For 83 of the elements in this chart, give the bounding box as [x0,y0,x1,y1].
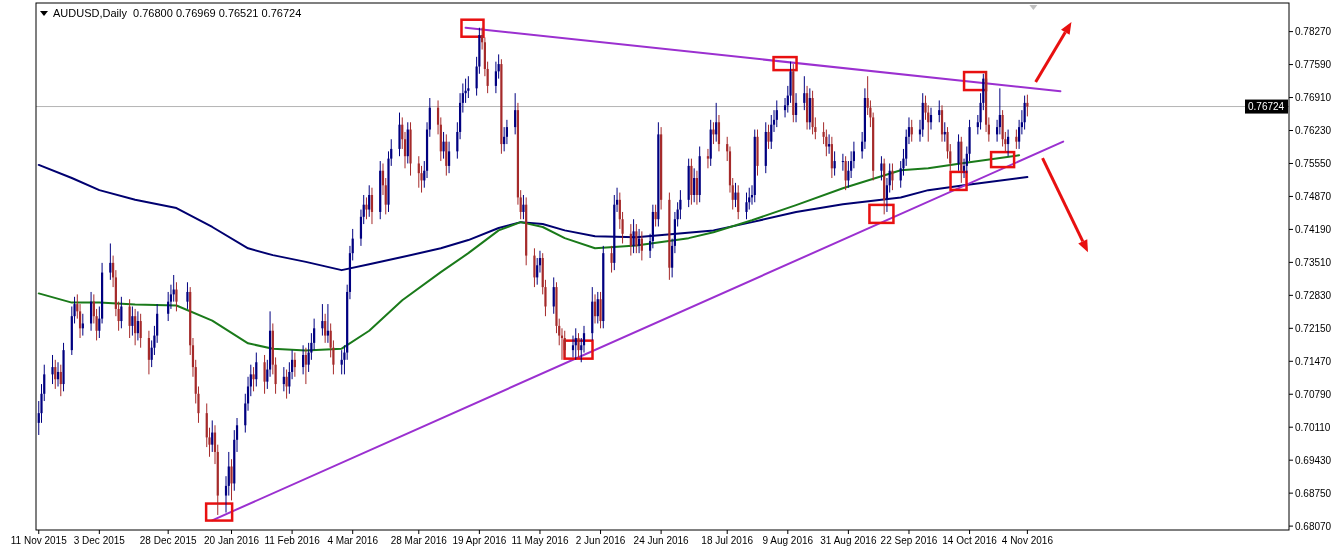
candlestick [880,155,883,181]
y-tick-label: 0.70110 [1295,421,1331,433]
y-tick-label: 0.72830 [1295,289,1332,301]
y-tick-label: 0.76230 [1295,125,1332,137]
x-tick-label: 14 Oct 2016 [942,535,998,546]
candlestick [1015,129,1018,150]
candlestick [263,354,266,395]
x-tick-label: 9 Aug 2016 [762,535,814,546]
candlestick [51,354,54,385]
y-tick-label: 0.69430 [1295,454,1332,466]
y-tick-label: 0.68750 [1295,487,1332,499]
x-tick-label: 18 Jul 2016 [701,535,754,546]
y-tick-label: 0.78270 [1295,26,1332,38]
candlestick [186,281,189,310]
y-tick-label: 0.74870 [1295,190,1332,202]
candlestick [775,99,778,128]
x-tick-label: 28 Dec 2015 [139,535,197,546]
y-tick-label: 0.76910 [1295,92,1332,104]
x-tick-label: 31 Aug 2016 [820,535,877,546]
candlestick [577,332,580,358]
candlestick [321,303,324,337]
line-series [37,163,1029,272]
candlestick [635,223,638,254]
candlestick [230,458,233,501]
y-tick-label: 0.73510 [1295,256,1332,268]
candlestick [81,313,84,337]
candlestick [803,75,806,111]
candlestick [828,133,831,155]
x-tick-label: 19 Apr 2016 [452,535,507,546]
candlestick [340,349,343,375]
candlestick [745,192,748,220]
candlestick [706,148,710,169]
candlestick [285,369,288,400]
candlestick [841,153,844,172]
candlestick [370,187,374,225]
candlestick [610,245,613,274]
candlestick [417,155,420,189]
x-tick-label: 11 Feb 2016 [264,535,321,546]
x-tick-label: 24 Jun 2016 [633,535,690,546]
candlestick [1026,94,1029,117]
x-tick-label: 3 Dec 2015 [73,535,126,546]
candlestick [109,242,112,281]
candlestick [957,133,960,172]
candlestick [139,313,142,349]
y-tick-label: 0.68070 [1295,520,1332,532]
candlestick [252,366,255,392]
candlestick [120,296,123,329]
candlestick [255,352,258,387]
candlestick [131,306,134,337]
x-tick-label: 28 Mar 2016 [390,535,448,546]
x-tick-label: 11 Nov 2015 [10,535,68,546]
candlestick [365,196,368,220]
y-tick-label: 0.70790 [1295,388,1332,400]
y-tick-label: 0.71470 [1295,355,1332,367]
candlestick [938,99,941,123]
candlestick [368,184,371,218]
candlestick [734,182,737,208]
y-tick-label: 0.75550 [1295,157,1332,169]
candlestick [596,291,599,324]
candlestick [128,298,131,339]
candlestick [442,131,445,160]
candlestick [891,162,894,191]
x-tick-label: 11 May 2016 [511,535,569,546]
candlestick [632,218,635,254]
candlestick [712,121,715,145]
ref-line-label: 0.76724 [1248,101,1285,113]
x-tick-label: 20 Jan 2016 [203,535,260,546]
chart-title: AUDUSD,Daily 0.76800 0.76969 0.76521 0.76724 [53,7,302,19]
y-tick-label: 0.77590 [1295,59,1332,71]
x-tick-label: 4 Nov 2016 [1001,535,1054,546]
y-tick-label: 0.74190 [1295,223,1332,235]
candlestick [522,194,525,220]
candlestick [693,167,696,203]
x-tick-label: 4 Mar 2016 [327,535,379,546]
candlestick [533,247,536,288]
x-tick-label: 22 Sep 2016 [880,535,938,546]
candlestick [767,124,770,150]
y-tick-label: 0.72150 [1295,322,1332,334]
candlestick [467,75,470,99]
candlestick [770,114,773,150]
candlestick [175,281,178,312]
candlestick [514,92,517,135]
x-tick-label: 2 Jun 2016 [575,535,626,546]
